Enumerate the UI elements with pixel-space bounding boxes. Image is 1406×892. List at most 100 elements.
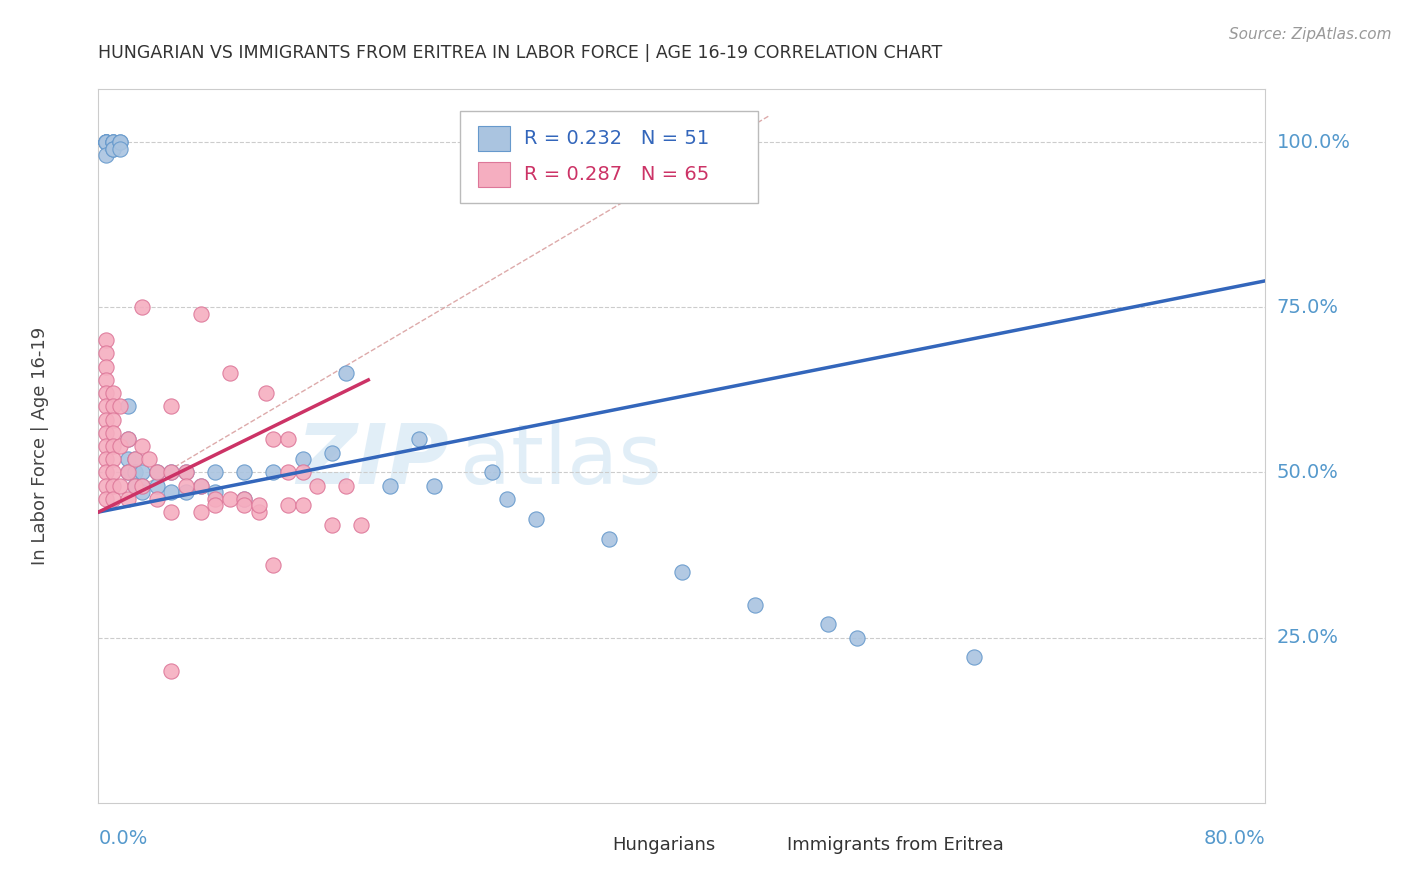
Point <box>160 466 183 480</box>
Point <box>124 452 146 467</box>
Point <box>124 478 146 492</box>
Point <box>101 400 124 414</box>
Point <box>101 425 124 440</box>
Point <box>110 400 132 414</box>
Point <box>94 148 117 162</box>
Text: Source: ZipAtlas.com: Source: ZipAtlas.com <box>1229 27 1392 42</box>
Point <box>190 505 212 519</box>
Point <box>291 466 314 480</box>
Point <box>174 466 197 480</box>
Point <box>233 499 256 513</box>
Point <box>277 433 299 447</box>
Point <box>131 485 153 500</box>
Point <box>101 135 124 149</box>
Point <box>110 135 132 149</box>
Point <box>160 664 183 678</box>
FancyBboxPatch shape <box>478 127 510 152</box>
Point <box>94 386 117 401</box>
Point <box>110 142 132 156</box>
Text: 80.0%: 80.0% <box>1204 830 1265 848</box>
Point <box>744 598 766 612</box>
Text: R = 0.232   N = 51: R = 0.232 N = 51 <box>524 129 710 148</box>
Point <box>101 478 124 492</box>
Point <box>174 466 197 480</box>
Point <box>117 400 139 414</box>
Text: 0.0%: 0.0% <box>98 830 148 848</box>
Text: atlas: atlas <box>460 420 662 500</box>
Text: In Labor Force | Age 16-19: In Labor Force | Age 16-19 <box>31 326 49 566</box>
Point <box>204 499 226 513</box>
Point <box>101 386 124 401</box>
Point <box>160 466 183 480</box>
Text: R = 0.287   N = 65: R = 0.287 N = 65 <box>524 165 710 184</box>
Point <box>247 499 270 513</box>
Point <box>204 491 226 506</box>
Point <box>101 412 124 426</box>
Point <box>204 466 226 480</box>
Point <box>146 466 169 480</box>
Point <box>160 505 183 519</box>
Point <box>671 565 693 579</box>
Point <box>321 518 343 533</box>
Point <box>110 478 132 492</box>
Point <box>146 466 169 480</box>
Text: 50.0%: 50.0% <box>1277 463 1339 482</box>
Point <box>174 485 197 500</box>
Point <box>124 466 146 480</box>
Point <box>495 491 517 506</box>
Point <box>423 478 446 492</box>
Point <box>262 558 284 572</box>
Text: Hungarians: Hungarians <box>612 836 716 854</box>
Point <box>131 439 153 453</box>
Point <box>291 499 314 513</box>
Point <box>262 466 284 480</box>
Point <box>131 478 153 492</box>
Point <box>218 491 240 506</box>
Point <box>101 135 124 149</box>
Point <box>218 367 240 381</box>
Point <box>817 617 839 632</box>
Point <box>146 491 169 506</box>
Point <box>94 135 117 149</box>
FancyBboxPatch shape <box>478 162 510 187</box>
Point <box>124 452 146 467</box>
Point <box>307 478 329 492</box>
Point <box>94 478 117 492</box>
Point <box>94 359 117 374</box>
Point <box>117 466 139 480</box>
Point <box>94 135 117 149</box>
Point <box>131 478 153 492</box>
Point <box>204 485 226 500</box>
Point <box>174 478 197 492</box>
Text: ZIP: ZIP <box>295 420 449 500</box>
Point <box>101 439 124 453</box>
Point <box>277 499 299 513</box>
Point <box>117 491 139 506</box>
Point <box>378 478 402 492</box>
Text: 100.0%: 100.0% <box>1277 133 1351 152</box>
Point <box>160 400 183 414</box>
Point <box>94 135 117 149</box>
Point <box>94 491 117 506</box>
Point <box>94 135 117 149</box>
Point <box>291 452 314 467</box>
Point <box>262 433 284 447</box>
Point <box>94 439 117 453</box>
Point <box>101 466 124 480</box>
Text: Immigrants from Eritrea: Immigrants from Eritrea <box>787 836 1004 854</box>
Point <box>190 478 212 492</box>
Text: 25.0%: 25.0% <box>1277 628 1339 647</box>
Point <box>408 433 430 447</box>
Point <box>146 478 169 492</box>
FancyBboxPatch shape <box>460 111 758 203</box>
Point <box>110 439 132 453</box>
Point <box>101 491 124 506</box>
Point <box>233 466 256 480</box>
Point <box>233 491 256 506</box>
Point <box>138 452 160 467</box>
Point <box>335 478 357 492</box>
Point <box>94 346 117 360</box>
Point <box>160 485 183 500</box>
FancyBboxPatch shape <box>576 837 606 855</box>
FancyBboxPatch shape <box>752 837 782 855</box>
